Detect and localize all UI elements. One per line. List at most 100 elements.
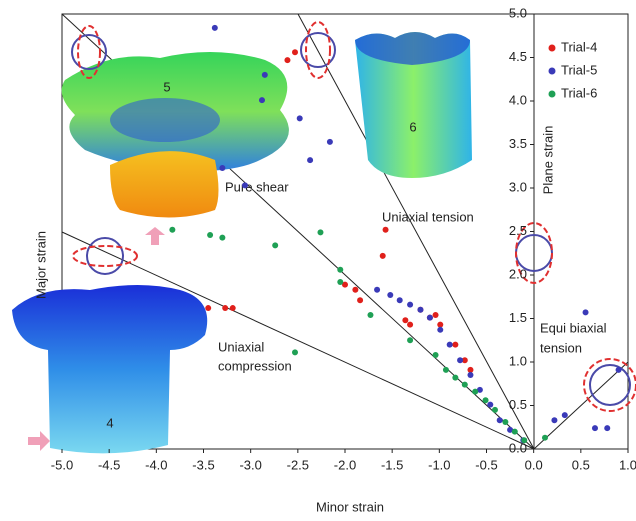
chart: 5 6 4 Pure shear Uniaxial tension Uniaxi…: [0, 0, 636, 521]
point: [437, 322, 443, 328]
legend-label: Trial-6: [561, 85, 597, 100]
point: [583, 309, 589, 315]
point: [205, 305, 211, 311]
point: [219, 165, 225, 171]
point: [292, 49, 298, 55]
x-tick-label: 1.0: [619, 457, 636, 472]
point: [487, 402, 493, 408]
legend-marker: [549, 91, 556, 98]
annotation: Equi biaxial: [540, 320, 607, 335]
legend-label: Trial-4: [561, 39, 597, 54]
point: [483, 397, 489, 403]
point: [467, 367, 473, 373]
point: [259, 97, 265, 103]
annotation: tension: [540, 340, 582, 355]
point: [242, 182, 248, 188]
point: [433, 312, 439, 318]
point: [437, 327, 443, 333]
arrow: [28, 431, 50, 451]
point: [207, 232, 213, 238]
point: [467, 372, 473, 378]
point: [230, 305, 236, 311]
legend-marker: [549, 45, 556, 52]
point: [297, 115, 303, 121]
y-tick-label: 3.5: [509, 136, 527, 151]
y-tick-label: 1.5: [509, 310, 527, 325]
point: [337, 279, 343, 285]
arrow: [145, 227, 165, 245]
point: [337, 267, 343, 273]
point: [462, 382, 468, 388]
x-tick-label: -1.5: [381, 457, 403, 472]
point: [374, 287, 380, 293]
point: [169, 227, 175, 233]
point: [212, 25, 218, 31]
point: [472, 389, 478, 395]
point: [502, 419, 508, 425]
annotation: Pure shear: [225, 179, 289, 194]
x-tick-label: -2.5: [287, 457, 309, 472]
x-tick-label: -1.0: [428, 457, 450, 472]
point: [219, 235, 225, 241]
point: [427, 315, 433, 321]
point: [380, 253, 386, 259]
point: [457, 357, 463, 363]
x-tick-label: -4.5: [98, 457, 120, 472]
point: [327, 139, 333, 145]
y-tick-label: 3.0: [509, 179, 527, 194]
point: [272, 242, 278, 248]
x-tick-label: -3.5: [192, 457, 214, 472]
point: [604, 425, 610, 431]
point: [562, 412, 568, 418]
point: [492, 407, 498, 413]
point: [433, 352, 439, 358]
point: [292, 349, 298, 355]
x-tick-label: -2.0: [334, 457, 356, 472]
x-tick-label: 0.5: [572, 457, 590, 472]
x-tick-label: 0.0: [525, 457, 543, 472]
annotation: compression: [218, 358, 292, 373]
point: [443, 367, 449, 373]
y-tick-label: 2.0: [509, 266, 527, 281]
specimen-6: [355, 32, 472, 178]
x-tick-label: -3.0: [239, 457, 261, 472]
point: [521, 437, 527, 443]
point: [407, 302, 413, 308]
point: [592, 425, 598, 431]
annotation: Plane strain: [540, 126, 555, 195]
point: [352, 287, 358, 293]
specimen-label: 6: [409, 119, 416, 134]
point: [387, 292, 393, 298]
point: [512, 429, 518, 435]
x-axis-label: Minor strain: [316, 499, 384, 514]
y-tick-label: 5.0: [509, 5, 527, 20]
point: [367, 312, 373, 318]
point: [284, 57, 290, 63]
point: [417, 307, 423, 313]
specimen-label: 4: [106, 415, 113, 430]
point: [452, 375, 458, 381]
point: [397, 297, 403, 303]
annotation: Uniaxial: [218, 339, 264, 354]
y-tick-label: 4.5: [509, 49, 527, 64]
point: [616, 367, 622, 373]
x-tick-label: -5.0: [51, 457, 73, 472]
point: [383, 227, 389, 233]
x-tick-label: -0.5: [475, 457, 497, 472]
point: [497, 417, 503, 423]
point: [452, 342, 458, 348]
point: [222, 305, 228, 311]
point: [542, 435, 548, 441]
x-tick-label: -4.0: [145, 457, 167, 472]
specimen-label: 5: [163, 79, 170, 94]
point: [317, 229, 323, 235]
y-tick-label: 4.0: [509, 92, 527, 107]
y-axis-label: Major strain: [33, 231, 48, 299]
point: [307, 157, 313, 163]
point: [551, 417, 557, 423]
legend-label: Trial-5: [561, 62, 597, 77]
legend-marker: [549, 68, 556, 75]
page: 5 6 4 Pure shear Uniaxial tension Uniaxi…: [0, 0, 636, 521]
y-tick-label: 1.0: [509, 353, 527, 368]
point: [402, 317, 408, 323]
